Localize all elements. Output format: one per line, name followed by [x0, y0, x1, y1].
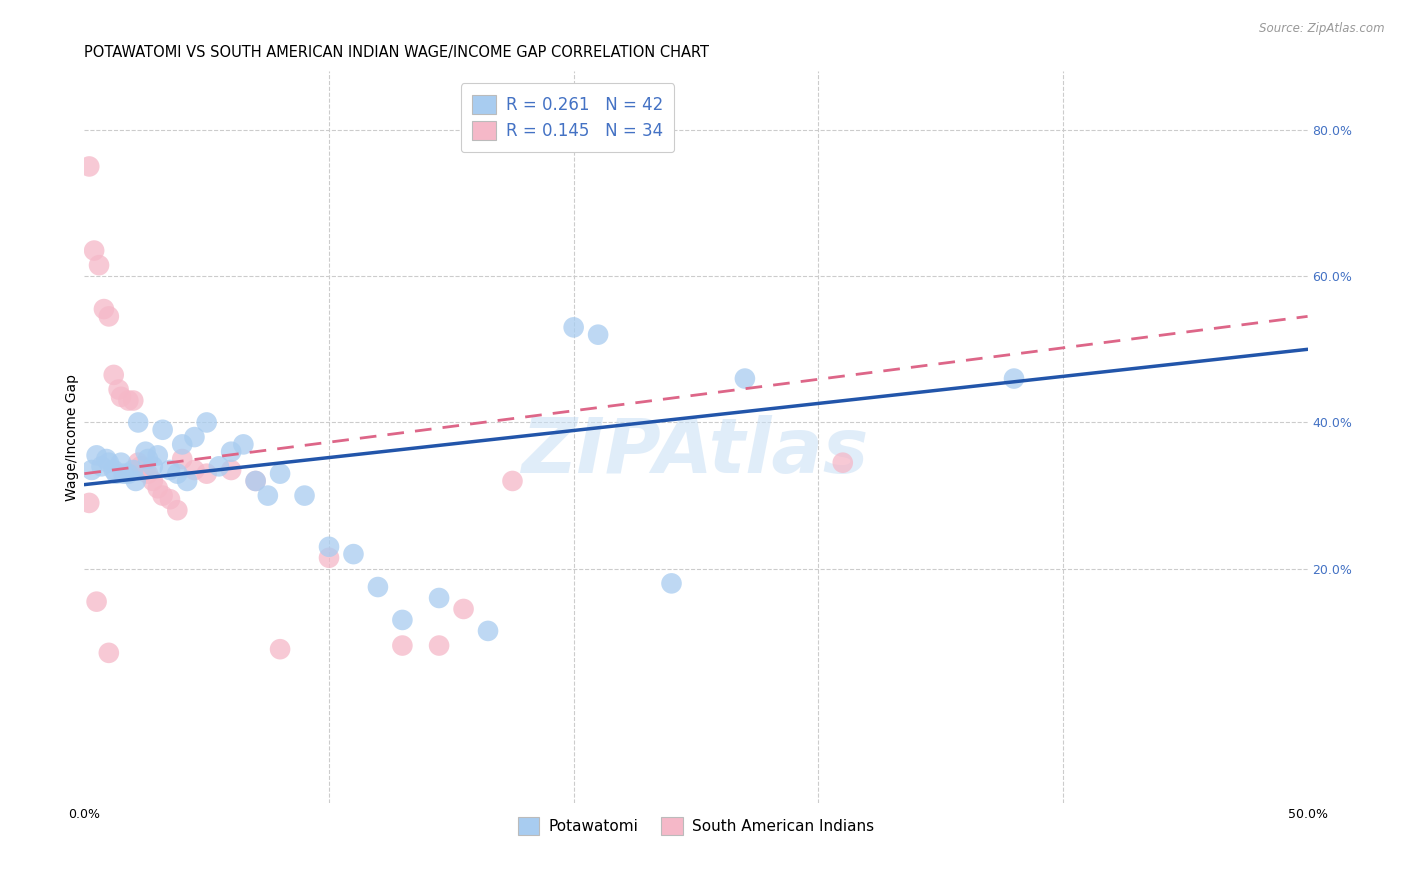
Point: [831, 456, 853, 470]
Point: [195, 467, 218, 481]
Point: [245, 474, 267, 488]
Point: [80, 463, 103, 477]
Point: [427, 591, 450, 605]
Point: [477, 624, 499, 638]
Point: [152, 423, 174, 437]
Point: [86, 594, 108, 608]
Point: [453, 602, 475, 616]
Point: [135, 463, 157, 477]
Point: [97, 456, 120, 470]
Point: [86, 448, 108, 462]
Point: [127, 416, 149, 430]
Text: ZIPAtlas: ZIPAtlas: [522, 415, 870, 489]
Point: [391, 639, 413, 653]
Point: [232, 437, 254, 451]
Point: [136, 467, 159, 481]
Point: [183, 430, 205, 444]
Point: [208, 459, 231, 474]
Point: [166, 503, 188, 517]
Point: [176, 474, 198, 488]
Point: [661, 576, 683, 591]
Point: [391, 613, 413, 627]
Point: [110, 456, 132, 470]
Point: [318, 550, 340, 565]
Point: [245, 474, 267, 488]
Point: [152, 489, 174, 503]
Legend: Potawatomi, South American Indians: Potawatomi, South American Indians: [510, 810, 882, 843]
Text: Source: ZipAtlas.com: Source: ZipAtlas.com: [1260, 22, 1385, 36]
Y-axis label: Wage/Income Gap: Wage/Income Gap: [65, 374, 79, 500]
Point: [77, 496, 100, 510]
Point: [135, 444, 157, 458]
Point: [127, 456, 149, 470]
Point: [586, 327, 609, 342]
Point: [87, 258, 110, 272]
Point: [112, 467, 135, 481]
Point: [159, 463, 181, 477]
Point: [318, 540, 340, 554]
Text: POTAWATOMI VS SOUTH AMERICAN INDIAN WAGE/INCOME GAP CORRELATION CHART: POTAWATOMI VS SOUTH AMERICAN INDIAN WAGE…: [84, 45, 710, 61]
Point: [294, 489, 316, 503]
Point: [122, 463, 145, 477]
Point: [97, 646, 120, 660]
Point: [142, 459, 165, 474]
Point: [269, 467, 291, 481]
Point: [103, 368, 125, 382]
Point: [90, 459, 112, 474]
Point: [146, 448, 169, 462]
Point: [136, 452, 159, 467]
Point: [166, 467, 188, 481]
Point: [257, 489, 280, 503]
Point: [734, 371, 756, 385]
Point: [146, 481, 169, 495]
Point: [219, 444, 242, 458]
Point: [1002, 371, 1025, 385]
Point: [172, 452, 194, 467]
Point: [502, 474, 524, 488]
Point: [562, 320, 585, 334]
Point: [183, 463, 205, 477]
Point: [107, 383, 129, 397]
Point: [83, 244, 105, 258]
Point: [105, 467, 128, 481]
Point: [269, 642, 291, 657]
Point: [219, 463, 242, 477]
Point: [427, 639, 450, 653]
Point: [103, 463, 125, 477]
Point: [77, 160, 100, 174]
Point: [129, 459, 152, 474]
Point: [93, 301, 115, 317]
Point: [117, 393, 139, 408]
Point: [96, 452, 118, 467]
Point: [110, 390, 132, 404]
Point: [97, 310, 120, 324]
Point: [142, 474, 165, 488]
Point: [172, 437, 194, 451]
Point: [117, 467, 139, 481]
Point: [367, 580, 389, 594]
Point: [125, 474, 148, 488]
Point: [342, 547, 364, 561]
Point: [195, 416, 218, 430]
Point: [159, 492, 181, 507]
Point: [122, 393, 145, 408]
